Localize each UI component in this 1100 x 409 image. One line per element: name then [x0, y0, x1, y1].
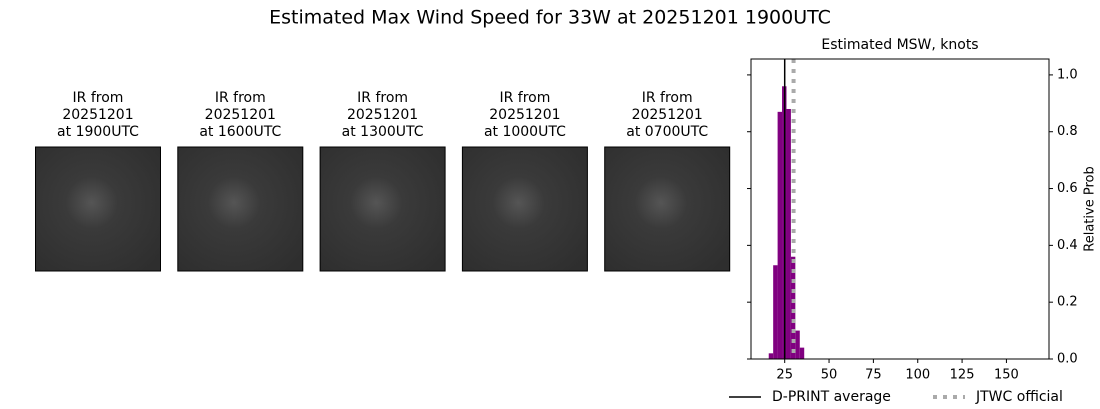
y-tick-label: 0.6	[1057, 181, 1078, 196]
bar	[795, 330, 800, 359]
ir-image	[177, 146, 304, 272]
x-tick-label: 150	[994, 368, 1019, 383]
panel-title: IR from	[357, 90, 408, 106]
bar	[773, 265, 778, 359]
y-tick-label: 0.0	[1057, 352, 1078, 367]
ir-image	[35, 146, 161, 272]
plot-frame	[750, 58, 1050, 360]
bar	[786, 109, 791, 359]
y-axis-label: Relative Prob	[1083, 166, 1098, 251]
panel-title: at 1300UTC	[342, 124, 424, 140]
panel-title: IR from	[215, 90, 266, 106]
panel-title: at 1900UTC	[57, 124, 139, 140]
panel-title: IR from	[499, 90, 550, 106]
panel-title: IR from	[73, 90, 124, 106]
bar	[790, 256, 796, 359]
bar	[768, 353, 774, 359]
ir-image	[604, 146, 731, 272]
y-tick-label: 0.8	[1057, 124, 1078, 139]
panel-title: 20251201	[62, 107, 133, 123]
x-tick-label: 100	[905, 368, 930, 383]
legend-label: D-PRINT average	[772, 389, 891, 405]
panel-title: IR from	[642, 90, 693, 106]
panel-title: 20251201	[632, 107, 703, 123]
y-tick-label: 0.4	[1057, 238, 1078, 253]
panel-title: 20251201	[489, 107, 560, 123]
panel-title: at 0700UTC	[626, 124, 708, 140]
x-tick-label: 75	[865, 368, 882, 383]
x-tick-label: 50	[821, 368, 838, 383]
legend-label: JTWC official	[975, 389, 1063, 405]
y-tick-label: 1.0	[1057, 67, 1078, 82]
panel-title: 20251201	[205, 107, 276, 123]
figure-title: Estimated Max Wind Speed for 33W at 2025…	[269, 7, 831, 29]
ir-image	[319, 146, 446, 272]
panel-title: 20251201	[347, 107, 418, 123]
chart-title: Estimated MSW, knots	[821, 37, 978, 53]
bar	[799, 347, 805, 359]
x-tick-label: 125	[950, 368, 975, 383]
panel-title: at 1600UTC	[199, 124, 281, 140]
bar	[777, 111, 783, 359]
ir-image	[461, 146, 588, 272]
panel-title: at 1000UTC	[484, 124, 566, 140]
x-tick-label: 25	[776, 368, 793, 383]
y-tick-label: 0.2	[1057, 295, 1078, 310]
